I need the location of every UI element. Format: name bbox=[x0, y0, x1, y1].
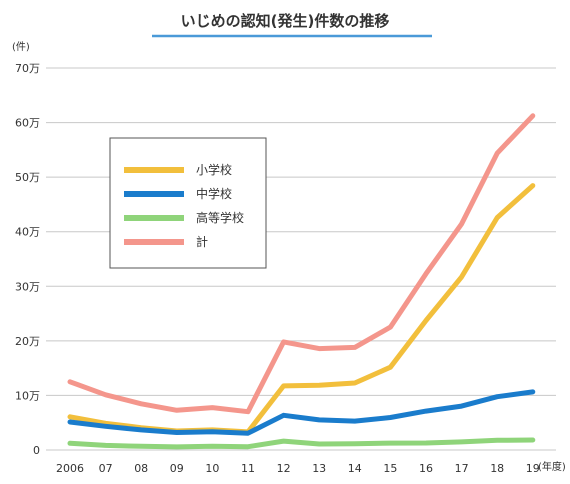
y-tick-label: 70万 bbox=[15, 62, 40, 75]
x-tick-label: 11 bbox=[241, 462, 255, 475]
y-tick-label: 40万 bbox=[15, 226, 40, 239]
y-tick-label: 0 bbox=[33, 444, 40, 457]
x-unit-label: (年度) bbox=[538, 460, 566, 473]
series-line bbox=[67, 113, 536, 415]
y-tick-label: 10万 bbox=[15, 389, 40, 402]
legend-label: 中学校 bbox=[196, 186, 232, 201]
legend-label: 計 bbox=[196, 234, 208, 249]
x-tick-label: 13 bbox=[312, 462, 326, 475]
x-tick-label: 07 bbox=[99, 462, 113, 475]
series-line bbox=[67, 389, 536, 436]
series-line bbox=[67, 437, 536, 450]
y-axis-ticks: 0 10万 20万 30万 40万 50万 60万 70万 bbox=[15, 62, 40, 457]
y-tick-label: 20万 bbox=[15, 335, 40, 348]
x-tick-label: 08 bbox=[134, 462, 148, 475]
x-tick-label: 10 bbox=[205, 462, 219, 475]
y-tick-label: 60万 bbox=[15, 117, 40, 130]
x-axis-ticks: 2006 07 08 09 10 11 12 13 14 15 16 17 18 19 bbox=[56, 462, 540, 475]
legend-label: 高等学校 bbox=[196, 210, 244, 225]
legend-label: 小学校 bbox=[196, 162, 232, 177]
series-lines bbox=[67, 113, 536, 450]
y-tick-label: 50万 bbox=[15, 171, 40, 184]
x-tick-label: 09 bbox=[170, 462, 184, 475]
legend-box bbox=[109, 137, 267, 269]
chart-title: いじめの認知(発生)件数の推移 bbox=[181, 12, 390, 30]
y-unit-label: (件) bbox=[12, 41, 30, 53]
x-tick-label: 18 bbox=[490, 462, 504, 475]
x-tick-label: 16 bbox=[419, 462, 433, 475]
x-tick-label: 14 bbox=[348, 462, 362, 475]
x-tick-label: 19 bbox=[526, 462, 540, 475]
y-tick-label: 30万 bbox=[15, 280, 40, 293]
x-tick-label: 15 bbox=[383, 462, 397, 475]
x-tick-label: 2006 bbox=[56, 462, 84, 475]
x-tick-label: 17 bbox=[455, 462, 469, 475]
x-tick-label: 12 bbox=[277, 462, 291, 475]
